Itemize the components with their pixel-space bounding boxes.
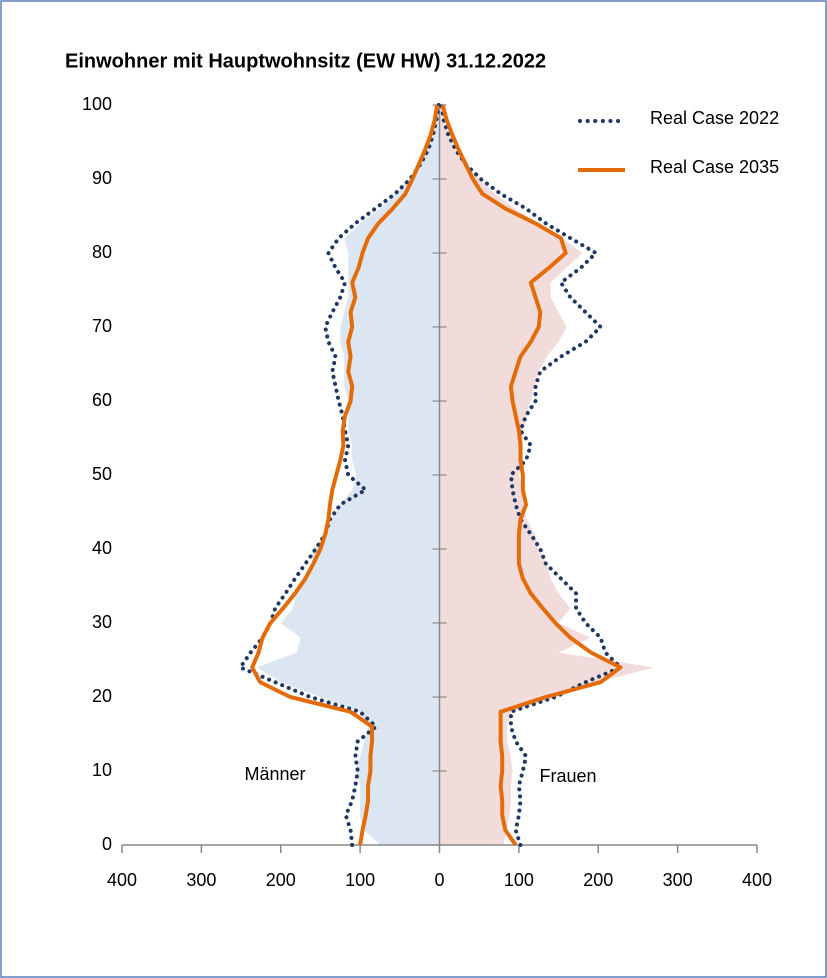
series-line	[440, 104, 623, 847]
x-tick-label: 400	[742, 870, 772, 890]
x-tick-label: 200	[583, 870, 613, 890]
y-tick-label: 0	[102, 834, 112, 854]
population-area	[439, 105, 654, 845]
y-tick-label: 20	[92, 686, 112, 706]
x-tick-label: 400	[107, 870, 137, 890]
left-axis-label: Männer	[244, 764, 305, 784]
series-line	[439, 103, 623, 847]
y-tick-label: 40	[92, 538, 112, 558]
series-line	[250, 104, 440, 846]
series-line	[238, 103, 441, 847]
population-area	[256, 105, 440, 845]
y-tick-label: 10	[92, 760, 112, 780]
y-tick-label: 50	[92, 464, 112, 484]
y-tick-label: 100	[82, 94, 112, 114]
y-tick-label: 60	[92, 390, 112, 410]
y-tick-label: 30	[92, 612, 112, 632]
y-tick-label: 90	[92, 168, 112, 188]
x-tick-label: 0	[434, 870, 444, 890]
x-tick-label: 300	[186, 870, 216, 890]
chart-title: Einwohner mit Hauptwohnsitz (EW HW) 31.1…	[65, 50, 546, 72]
x-tick-label: 300	[663, 870, 693, 890]
legend-label: Real Case 2035	[650, 157, 779, 177]
y-tick-label: 70	[92, 316, 112, 336]
right-axis-label: Frauen	[539, 766, 596, 786]
x-tick-label: 100	[345, 870, 375, 890]
legend-label: Real Case 2022	[650, 108, 779, 128]
y-tick-label: 80	[92, 242, 112, 262]
x-tick-label: 100	[504, 870, 534, 890]
x-tick-label: 200	[266, 870, 296, 890]
